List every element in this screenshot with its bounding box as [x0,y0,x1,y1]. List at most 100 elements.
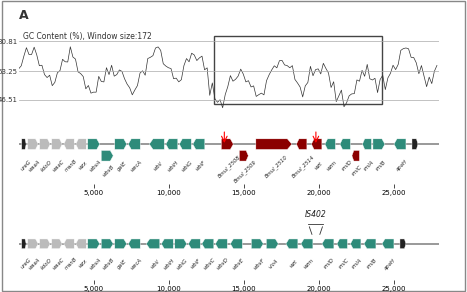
Polygon shape [146,239,160,249]
Text: Bmul_2510: Bmul_2510 [263,154,289,179]
Polygon shape [21,239,26,249]
Text: wbil: wbil [153,160,164,171]
Polygon shape [373,139,385,150]
Polygon shape [256,139,292,150]
Polygon shape [52,139,62,150]
Polygon shape [28,139,38,150]
Polygon shape [28,239,38,249]
Polygon shape [40,239,50,249]
Text: waaC: waaC [52,159,65,173]
Polygon shape [175,239,187,249]
Polygon shape [350,239,361,249]
Polygon shape [266,239,278,249]
Text: Bmul_2514: Bmul_2514 [291,154,316,179]
Text: Bmul_2508: Bmul_2508 [217,154,242,179]
Text: wbxC: wbxC [203,257,216,271]
Polygon shape [188,239,200,249]
Polygon shape [40,139,50,150]
Bar [214,36,382,104]
Polygon shape [286,239,298,249]
Text: kdoO: kdoO [40,159,53,173]
Polygon shape [352,150,360,161]
Text: wbxF: wbxF [253,257,266,270]
Polygon shape [230,239,242,249]
Text: wbiF: wbiF [195,160,206,172]
Text: waaA: waaA [28,159,42,173]
Text: kdoO: kdoO [40,257,53,270]
Text: waaA: waaA [28,257,42,271]
Polygon shape [394,139,406,150]
Text: galE: galE [117,160,128,172]
Text: rmlD: rmlD [323,258,336,270]
Text: wbiG: wbiG [181,159,193,172]
Polygon shape [325,139,335,150]
Text: IS402: IS402 [305,211,327,220]
Text: manB: manB [64,257,78,271]
Text: wbxB: wbxB [102,164,116,178]
Text: wbxD: wbxD [216,257,230,271]
Polygon shape [88,139,100,150]
Text: wecA: wecA [129,257,143,271]
Text: wzt: wzt [313,161,323,171]
Text: wbil: wbil [149,258,160,269]
Polygon shape [322,239,334,249]
Text: wbxE: wbxE [231,257,245,271]
Polygon shape [240,150,248,161]
Text: B: B [19,140,28,153]
Text: wzm: wzm [303,258,315,270]
Polygon shape [215,239,227,249]
Polygon shape [337,239,347,249]
Polygon shape [166,139,178,150]
Text: apaH: apaH [395,159,409,173]
Text: GC Content (%), Window size:172: GC Content (%), Window size:172 [23,32,152,41]
Polygon shape [115,139,127,150]
Text: wbxB: wbxB [102,257,116,271]
Text: waaC: waaC [52,257,65,271]
Polygon shape [149,139,164,150]
Text: ureG: ureG [20,159,32,172]
Text: wbiG: wbiG [176,257,189,270]
Polygon shape [412,139,418,150]
Polygon shape [400,239,406,249]
Text: wzt: wzt [289,259,298,269]
Text: apaH: apaH [383,257,396,270]
Polygon shape [179,139,191,150]
Polygon shape [101,150,113,161]
Polygon shape [364,239,376,249]
Text: rmlA: rmlA [351,258,364,270]
Polygon shape [340,139,350,150]
Polygon shape [64,139,74,150]
Polygon shape [161,239,173,249]
Polygon shape [64,239,74,249]
Polygon shape [76,139,86,150]
Polygon shape [52,239,62,249]
Polygon shape [101,239,113,249]
Text: A: A [19,9,28,22]
Polygon shape [128,239,140,249]
Polygon shape [88,239,100,249]
Polygon shape [76,239,86,249]
Polygon shape [221,139,234,150]
Text: wbiH: wbiH [163,258,176,270]
Text: ureG: ureG [20,258,32,270]
Text: rmlA: rmlA [362,160,375,172]
Polygon shape [297,139,307,150]
Text: wbiF: wbiF [190,258,202,270]
Text: manB: manB [64,159,78,173]
Polygon shape [193,139,205,150]
Text: wecA: wecA [129,159,143,173]
Polygon shape [115,239,127,249]
Text: rmlB: rmlB [375,160,387,172]
Text: wbxA: wbxA [89,257,102,271]
Text: rmlD: rmlD [340,159,353,172]
Polygon shape [21,139,26,150]
Text: galE: galE [117,258,128,270]
Polygon shape [301,239,313,249]
Polygon shape [251,239,263,249]
Text: vioA: vioA [269,258,280,270]
Text: Bmul_2509: Bmul_2509 [234,159,258,184]
Text: wzm: wzm [326,160,338,172]
Polygon shape [128,139,140,150]
Text: rmlC: rmlC [351,165,364,177]
Text: rmlB: rmlB [366,258,378,270]
